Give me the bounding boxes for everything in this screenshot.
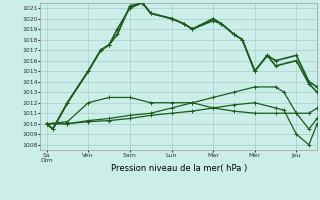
X-axis label: Pression niveau de la mer( hPa ): Pression niveau de la mer( hPa )	[111, 164, 247, 173]
